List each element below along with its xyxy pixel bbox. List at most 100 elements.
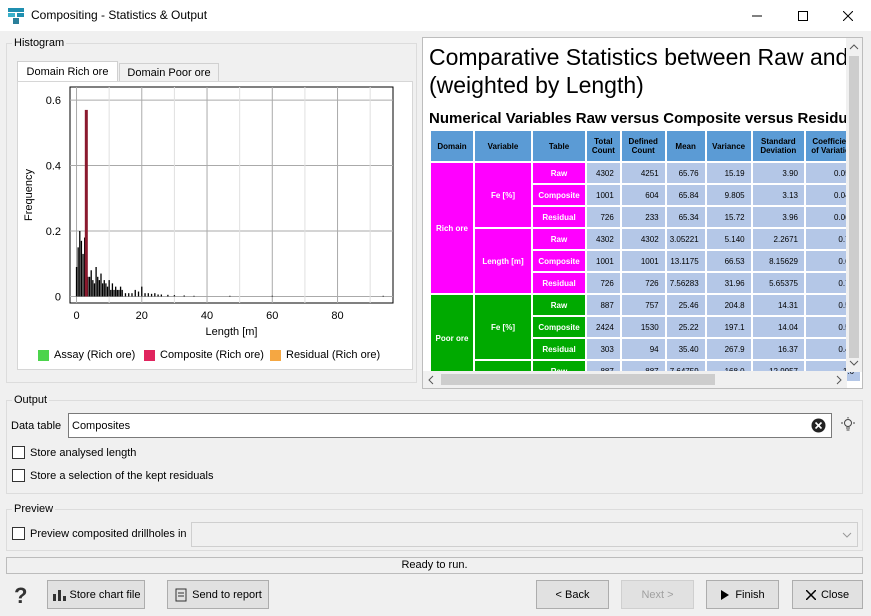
- x-tick-label: 0: [73, 310, 79, 322]
- table-row: Residual 726 233 65.34 15.72 3.96 0.060: [431, 207, 860, 227]
- histogram-bar: [106, 286, 109, 297]
- plot-area: [69, 86, 394, 304]
- finish-button[interactable]: Finish: [706, 580, 779, 609]
- x-tick-label: 40: [201, 310, 213, 322]
- close-window-button[interactable]: [825, 0, 871, 31]
- column-header: Table: [533, 131, 585, 161]
- close-icon: [843, 10, 853, 21]
- help-icon[interactable]: ?: [12, 583, 30, 607]
- report-horizontal-scrollbar[interactable]: [423, 371, 847, 388]
- column-header: Variable: [475, 131, 531, 161]
- scrollbar-track: [849, 44, 859, 366]
- value-cell: 65.76: [666, 163, 705, 183]
- variable-cell: Fe [%]: [475, 295, 531, 359]
- variable-cell: Fe [%]: [475, 163, 531, 227]
- histogram-bar: [111, 283, 114, 297]
- title-bar: Compositing - Statistics & Output: [0, 0, 871, 31]
- histogram-bar: [118, 289, 120, 297]
- value-cell: 15.19: [706, 163, 751, 183]
- table-type-cell: Residual: [533, 339, 585, 359]
- table-header-row: Domain Variable Table Total Count Defined Co…: [431, 131, 860, 161]
- close-icon: [805, 589, 816, 600]
- histogram-bar: [128, 293, 130, 297]
- histogram-bar: [119, 286, 122, 297]
- table-row: Length [m]Raw430243023.052215.1402.26710…: [431, 229, 860, 293]
- clear-icon[interactable]: [811, 418, 826, 433]
- statistics-report-panel[interactable]: Comparative Statistics between Raw and C…: [422, 37, 863, 389]
- value-cell: 4302: [621, 229, 665, 249]
- store-residuals-checkbox[interactable]: [12, 469, 25, 482]
- report-subtitle: Numerical Variables Raw versus Composite…: [429, 110, 861, 127]
- chevron-down-icon: [842, 532, 852, 538]
- data-table-value[interactable]: Composites: [72, 420, 131, 432]
- preview-checkbox[interactable]: [12, 527, 25, 540]
- histogram-chart[interactable]: 0 20 40 60 80 0 0.2 0.4 0.6 Length [m] Frequency: [18, 82, 412, 369]
- x-tick-label: 80: [331, 310, 343, 322]
- scrollbar-track: [428, 374, 842, 385]
- scroll-up-icon: [849, 44, 859, 50]
- value-cell: 65.34: [666, 207, 705, 227]
- tab-domain-rich-ore[interactable]: Domain Rich ore: [17, 61, 118, 82]
- value-cell: 3.13: [752, 185, 804, 205]
- table-row: Rich ore Fe [%] Raw 4302 4251 65.76 15.19 3.90 0…: [431, 163, 860, 293]
- table-type-cell: Composite: [533, 185, 585, 205]
- column-header: Domain: [431, 131, 473, 161]
- variable-cell: Length [m]: [475, 229, 531, 293]
- legend-residual: Residual (Rich ore): [270, 349, 380, 361]
- legend-swatch: [270, 349, 281, 361]
- back-button[interactable]: < Back: [536, 580, 609, 609]
- histogram-bar: [110, 289, 112, 297]
- histogram-bar: [229, 295, 231, 297]
- value-cell: 31.96: [706, 273, 751, 293]
- value-cell: 15.72: [706, 207, 751, 227]
- table-type-cell: Composite: [533, 317, 585, 337]
- store-analysed-length-label[interactable]: Store analysed length: [30, 447, 137, 459]
- button-label: Store chart file: [69, 588, 141, 601]
- histogram-bar: [77, 247, 79, 297]
- report-vertical-scrollbar[interactable]: [846, 38, 862, 372]
- value-cell: 2424: [587, 317, 620, 337]
- tab-domain-poor-ore[interactable]: Domain Poor ore: [119, 63, 219, 82]
- value-cell: 2.2671: [752, 229, 804, 249]
- value-cell: 4251: [621, 163, 665, 183]
- value-cell: 204.8: [706, 295, 751, 315]
- store-chart-file-button[interactable]: Store chart file: [47, 580, 145, 609]
- status-bar: Ready to run.: [6, 557, 863, 574]
- legend-swatch: [144, 349, 155, 361]
- button-label: Send to report: [192, 588, 262, 601]
- histogram-bar: [108, 280, 110, 297]
- scroll-thumb: [849, 56, 859, 358]
- store-analysed-length-checkbox[interactable]: [12, 446, 25, 459]
- histogram-bar: [98, 280, 101, 297]
- histogram-bar: [87, 276, 89, 297]
- maximize-button[interactable]: [780, 0, 826, 31]
- window-title: Compositing - Statistics & Output: [31, 8, 208, 22]
- y-tick-label: 0.6: [46, 95, 61, 107]
- data-table-field[interactable]: Composites: [68, 413, 832, 438]
- lightbulb-icon[interactable]: [841, 417, 855, 433]
- store-residuals-label[interactable]: Store a selection of the kept residuals: [30, 470, 214, 482]
- histogram-bar: [113, 289, 115, 297]
- preview-select[interactable]: [191, 522, 858, 547]
- table-type-cell: Residual: [533, 207, 585, 227]
- app-logo-icon: [8, 8, 24, 24]
- histogram-bar: [101, 283, 104, 297]
- minimize-button[interactable]: [734, 0, 780, 31]
- table-type-cell: Raw: [533, 295, 585, 315]
- close-button[interactable]: Close: [792, 580, 863, 609]
- next-button[interactable]: Next >: [621, 580, 694, 609]
- histogram-bar: [167, 294, 169, 297]
- send-to-report-button[interactable]: Send to report: [167, 580, 269, 609]
- histogram-group: [6, 43, 417, 383]
- value-cell: 4302: [587, 163, 620, 183]
- table-type-cell: Raw: [533, 163, 585, 183]
- value-cell: 197.1: [706, 317, 751, 337]
- value-cell: 3.90: [752, 163, 804, 183]
- histogram-chart-panel: 0 20 40 60 80 0 0.2 0.4 0.6 Length [m] Frequency: [17, 81, 413, 370]
- value-cell: 267.9: [706, 339, 751, 359]
- value-cell: 726: [587, 273, 620, 293]
- preview-label[interactable]: Preview composited drillholes in: [30, 528, 187, 540]
- value-cell: 5.140: [706, 229, 751, 249]
- y-axis-label: Frequency: [23, 169, 35, 221]
